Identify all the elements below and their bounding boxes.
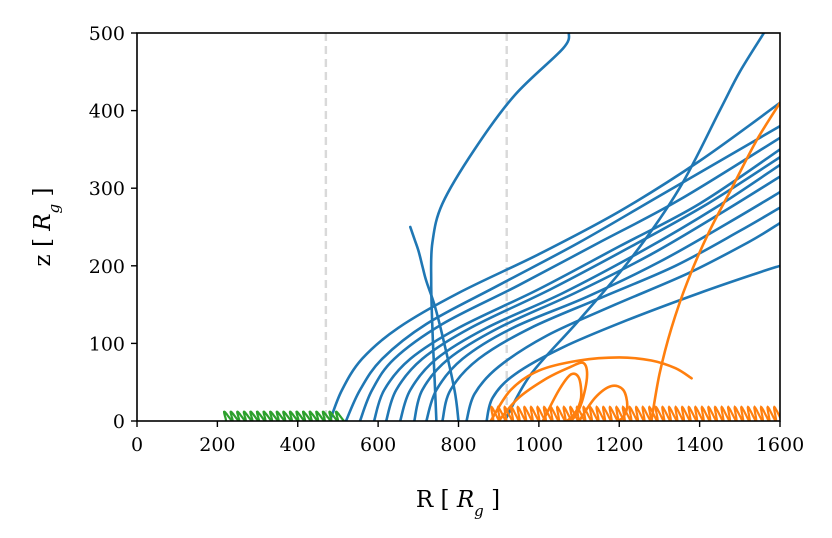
blue-trajectory-4 [328,101,780,421]
x-tick-label-0: 0 [131,434,143,456]
y-tick-label-500: 500 [89,23,125,45]
x-tick-label-1000: 1000 [515,434,563,456]
orange-trajectory-15 [650,101,780,421]
plot-frame [136,32,781,422]
blue-trajectory-6 [358,136,780,421]
plot-lines [223,33,780,421]
x-tick-label-200: 200 [199,434,235,456]
y-tick-label-400: 400 [89,101,125,123]
blue-trajectory-11 [425,190,780,421]
blue-trajectory-1 [429,33,571,421]
orange-trajectory-19 [577,384,629,421]
blue-trajectory-12 [441,206,780,421]
blue-trajectory-7 [372,148,780,421]
axis-ticks: 0 200 400 600 800 1000 1200 1400 1600 0 100 200 300 4… [89,23,804,456]
x-axis-label: R [ Rg ] [416,487,500,520]
blue-trajectory-13 [465,221,780,421]
blue-trajectory-14 [485,264,780,421]
x-tick-label-400: 400 [280,434,316,456]
blue-trajectory-8 [384,155,780,421]
orange-oscillating-trajectory-1 [490,405,780,421]
x-tick-label-1400: 1400 [675,434,723,456]
y-tick-label-300: 300 [89,178,125,200]
orange-trajectory-16 [489,356,693,421]
blue-trajectory-9 [398,163,780,421]
x-tick-label-1600: 1600 [756,434,804,456]
x-tick-label-1200: 1200 [595,434,643,456]
x-tick-label-800: 800 [440,434,476,456]
blue-trajectory-2 [409,225,460,421]
y-tick-label-0: 0 [113,411,125,433]
x-tick-label-600: 600 [360,434,396,456]
y-tick-label-200: 200 [89,256,125,278]
blue-trajectory-3 [503,33,766,421]
y-tick-label-100: 100 [89,333,125,355]
blue-trajectory-5 [344,124,780,421]
y-axis-label: z [ Rg ] [30,188,63,267]
